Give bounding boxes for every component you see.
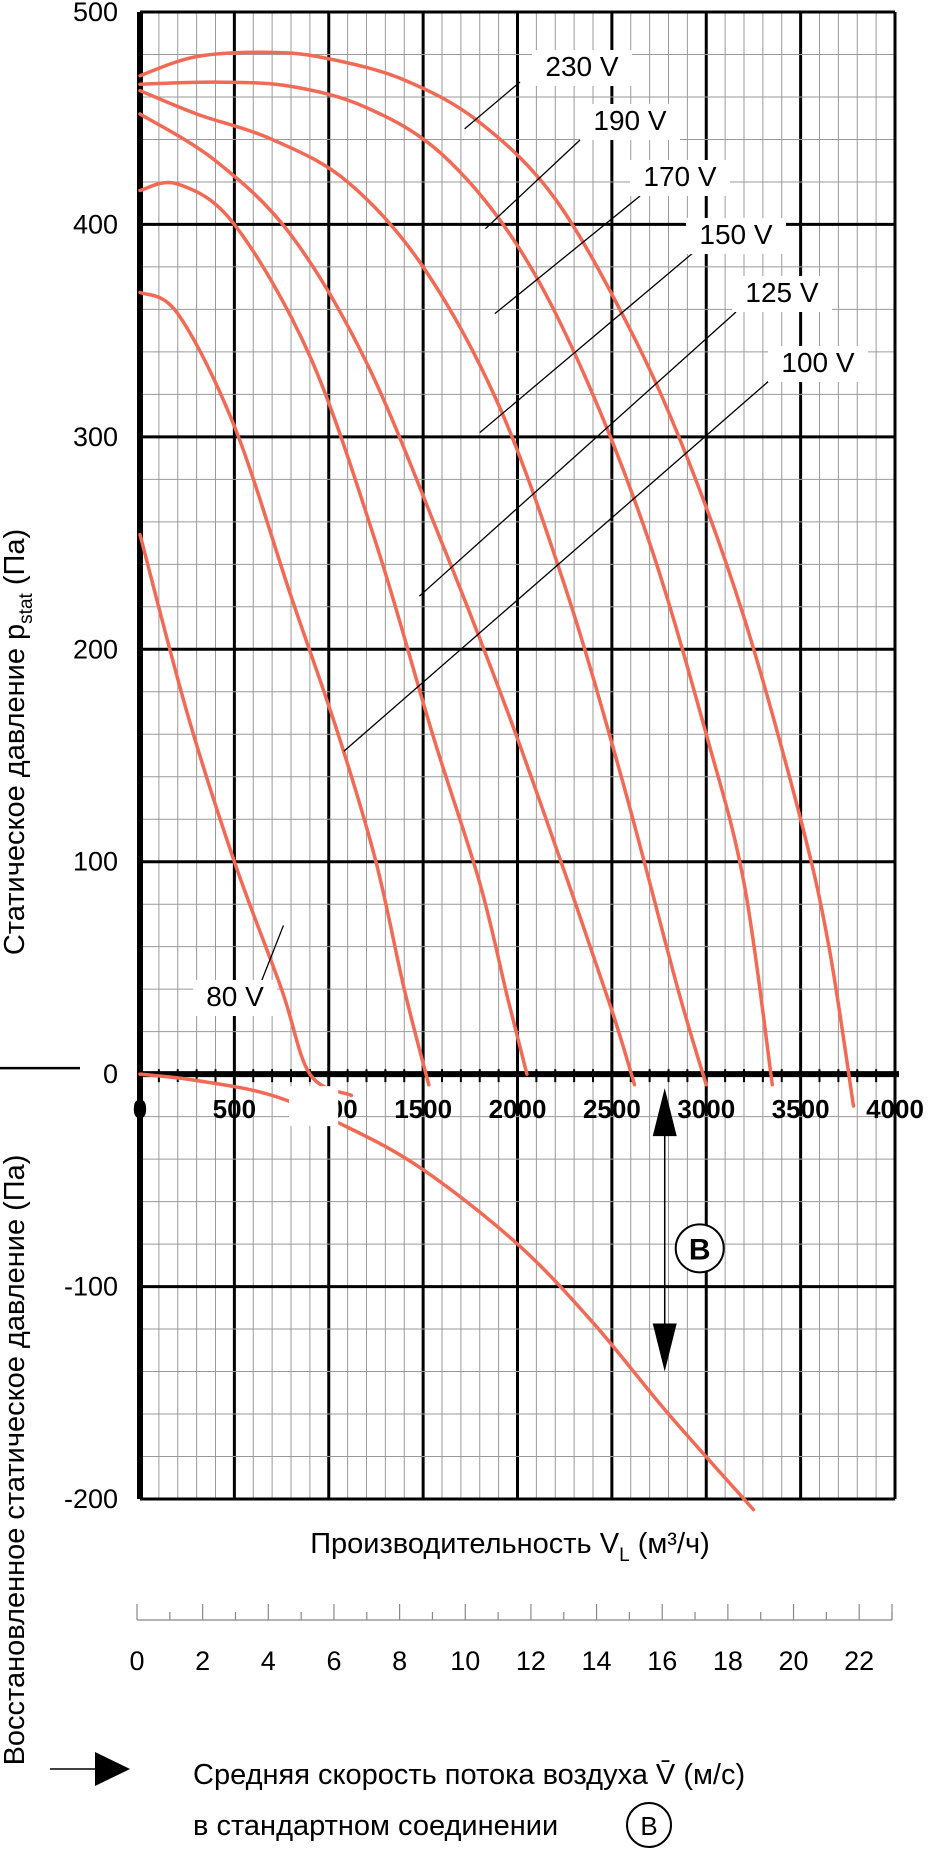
velocity-tick-label: 12 bbox=[516, 1646, 546, 1676]
velocity-tick-label: 10 bbox=[450, 1646, 480, 1676]
y-tick-label: 300 bbox=[73, 422, 118, 452]
series-label-leader bbox=[479, 251, 695, 434]
x-tick-label: 0 bbox=[133, 1094, 147, 1124]
y-tick-label: 100 bbox=[73, 847, 118, 877]
x-axis-title: Производительность VL (м³/ч) bbox=[310, 1528, 710, 1566]
x-tick-label: 3500 bbox=[772, 1094, 830, 1124]
velocity-tick-label: 2 bbox=[195, 1646, 210, 1676]
series-label: 80 V bbox=[206, 981, 264, 1012]
series-label-bg bbox=[732, 276, 832, 312]
series-label: 170 V bbox=[643, 161, 716, 192]
series-label-bg bbox=[193, 980, 277, 1016]
series-label-bg bbox=[532, 50, 632, 86]
series-line-100v bbox=[138, 290, 431, 1087]
series-label-leader bbox=[484, 139, 581, 230]
marker-arrow-up bbox=[652, 1088, 677, 1137]
x-tick-label: 4000 bbox=[866, 1094, 924, 1124]
x-tick-label: 2500 bbox=[583, 1094, 641, 1124]
series-line-80v bbox=[138, 532, 354, 1098]
series-line-170v bbox=[138, 88, 708, 1087]
x-tick-label: 500 bbox=[213, 1094, 256, 1124]
series-label-leader bbox=[494, 195, 641, 315]
y-axis-title-bottom: Восстановленное статическое давление (Па… bbox=[0, 1155, 31, 1766]
marker-label: B bbox=[689, 1233, 711, 1266]
y-tick-label: 0 bbox=[103, 1059, 118, 1089]
series-label: 100 V bbox=[781, 347, 854, 378]
y-tick-label: -200 bbox=[64, 1484, 118, 1514]
velocity-tick-label: 18 bbox=[713, 1646, 743, 1676]
velocity-tick-label: 16 bbox=[647, 1646, 677, 1676]
velocity-tick-label: 0 bbox=[129, 1646, 144, 1676]
series-label: 150 V bbox=[699, 219, 772, 250]
series-label-leader bbox=[464, 81, 521, 130]
series-label-bg bbox=[768, 346, 868, 382]
series-label-leader bbox=[343, 379, 771, 752]
marker-circle bbox=[674, 1223, 725, 1274]
velocity-tick-label: 20 bbox=[778, 1646, 808, 1676]
y-tick-label: -100 bbox=[64, 1272, 118, 1302]
recovered-pressure-gap bbox=[289, 1086, 339, 1127]
y-tick-label: 500 bbox=[73, 0, 118, 27]
x-tick-label: 2000 bbox=[489, 1094, 547, 1124]
series-label-bg bbox=[580, 104, 680, 140]
velocity-axis-subtitle: в стандартном соединении bbox=[193, 1810, 558, 1842]
velocity-marker-circle bbox=[626, 1802, 672, 1848]
series-label-bg bbox=[686, 218, 786, 254]
series-line-150v bbox=[138, 112, 637, 1087]
y-tick-label: 400 bbox=[73, 209, 118, 239]
marker-arrow-down bbox=[652, 1323, 677, 1372]
velocity-tick-label: 22 bbox=[844, 1646, 874, 1676]
series-label: 230 V bbox=[545, 51, 618, 82]
x-tick-label: 3000 bbox=[677, 1094, 735, 1124]
recovered-pressure-line bbox=[138, 1072, 756, 1512]
velocity-arrow-head bbox=[95, 1752, 130, 1786]
velocity-tick-label: 4 bbox=[261, 1646, 276, 1676]
series-label-leader bbox=[257, 925, 285, 991]
series-line-190v bbox=[138, 80, 775, 1087]
y-tick-label: 200 bbox=[73, 634, 118, 664]
series-label: 190 V bbox=[593, 105, 666, 136]
series-label-leader bbox=[418, 311, 737, 597]
series-line-125v bbox=[138, 180, 529, 1076]
velocity-axis-title: Средняя скорость потока воздуха V̄ (м/с) bbox=[193, 1759, 745, 1791]
velocity-tick-label: 6 bbox=[326, 1646, 341, 1676]
velocity-marker-label: B bbox=[640, 1811, 657, 1841]
series-line-230v bbox=[138, 50, 856, 1108]
series-label: 125 V bbox=[745, 277, 818, 308]
velocity-tick-label: 8 bbox=[392, 1646, 407, 1676]
series-label-bg bbox=[630, 160, 730, 196]
y-axis-title-top: Статическое давление pstat (Па) bbox=[0, 529, 37, 955]
x-tick-label: 1500 bbox=[394, 1094, 452, 1124]
velocity-tick-label: 14 bbox=[582, 1646, 612, 1676]
